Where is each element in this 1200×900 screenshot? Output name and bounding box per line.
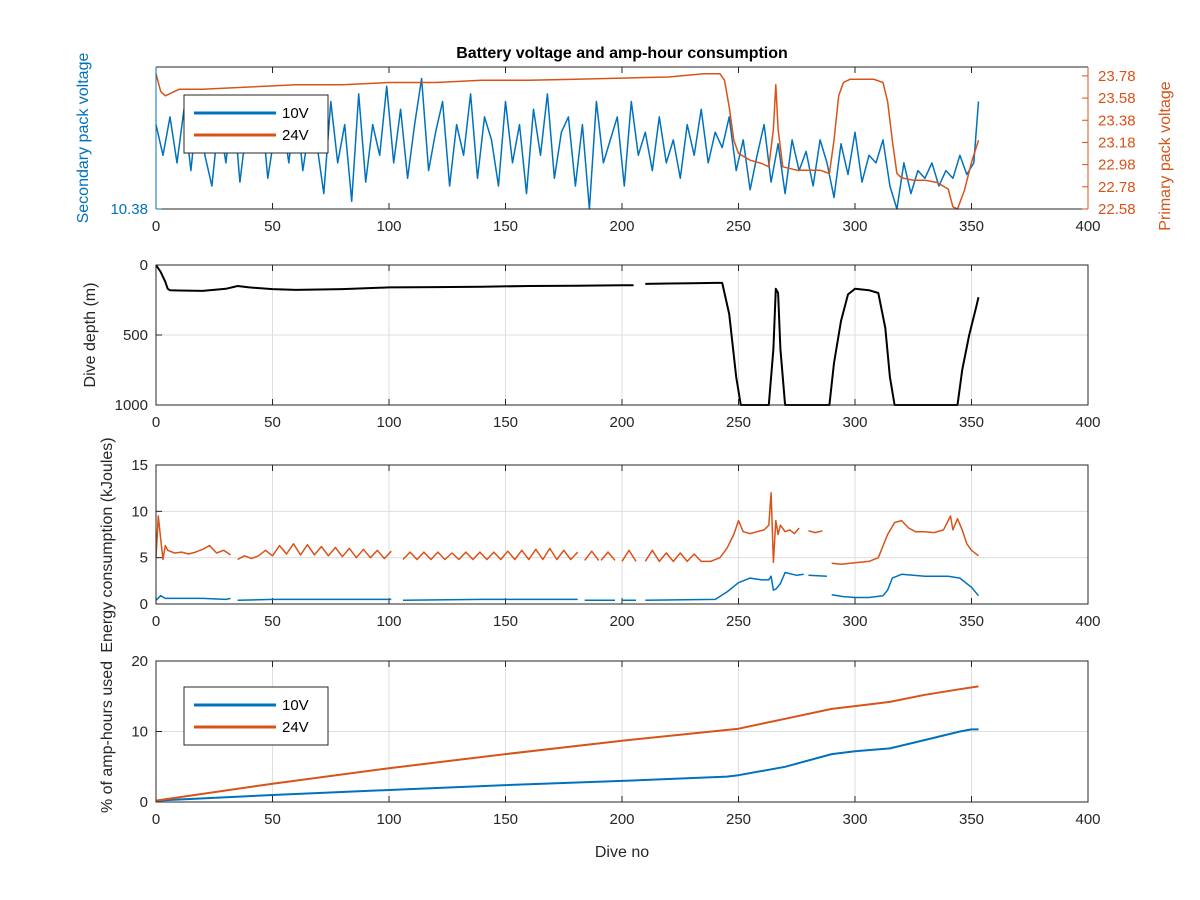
x-tick-label: 250 bbox=[726, 414, 751, 431]
left-y-tick-label: 10.38 bbox=[110, 201, 148, 218]
x-tick-label: 400 bbox=[1075, 811, 1100, 828]
x-tick-label: 50 bbox=[264, 218, 281, 235]
y-tick-label: 10 bbox=[131, 503, 148, 520]
right-y-tick-label: 22.58 bbox=[1098, 201, 1136, 218]
right-y-tick-label: 23.78 bbox=[1098, 68, 1136, 85]
x-tick-label: 200 bbox=[609, 613, 634, 630]
x-tick-label: 100 bbox=[376, 811, 401, 828]
x-tick-label: 150 bbox=[493, 811, 518, 828]
x-tick-label: 400 bbox=[1075, 613, 1100, 630]
series-line-energy-10v bbox=[155, 571, 980, 602]
x-tick-label: 350 bbox=[959, 811, 984, 828]
axes-frame bbox=[155, 660, 1089, 803]
x-tick-label: 150 bbox=[493, 218, 518, 235]
x-tick-label: 100 bbox=[376, 414, 401, 431]
legend-box bbox=[183, 686, 329, 746]
x-tick-label: 100 bbox=[376, 613, 401, 630]
series-line-ah-24v bbox=[155, 685, 979, 802]
right-y-tick-label: 23.58 bbox=[1098, 90, 1136, 107]
legend-box bbox=[183, 94, 329, 154]
series-line-ah-10v bbox=[155, 728, 979, 802]
x-tick-label: 200 bbox=[609, 811, 634, 828]
x-tick-label: 400 bbox=[1075, 218, 1100, 235]
x-tick-label: 0 bbox=[152, 218, 160, 235]
energy-axes: 0 50 100 150 200 250 300 350 400 0 5 10 15 Energy con… bbox=[99, 437, 1101, 652]
x-tick-label: 400 bbox=[1075, 414, 1100, 431]
right-y-tick-label: 23.38 bbox=[1098, 112, 1136, 129]
y-axis-label: % of amp-hours used bbox=[99, 661, 116, 813]
y-axis-label: Energy consumption (kJoules) bbox=[99, 437, 116, 652]
x-tick-label: 350 bbox=[959, 414, 984, 431]
legend-entry-10v: 10V bbox=[282, 105, 309, 122]
series-line-energy-24v bbox=[155, 492, 979, 565]
x-tick-label: 0 bbox=[152, 811, 160, 828]
x-tick-label: 300 bbox=[842, 613, 867, 630]
y-tick-label: 0 bbox=[140, 596, 148, 613]
x-tick-label: 250 bbox=[726, 218, 751, 235]
x-tick-label: 150 bbox=[493, 414, 518, 431]
x-tick-label: 300 bbox=[842, 414, 867, 431]
series-line-24v bbox=[155, 72, 980, 210]
y-axis-label: Dive depth (m) bbox=[82, 283, 99, 388]
amp-hours-axes: 0 50 100 150 200 250 300 350 400 0 10 20 % of amp-ho… bbox=[99, 653, 1101, 861]
y-tick-label: 10 bbox=[131, 724, 148, 741]
axes-frame bbox=[155, 264, 1089, 406]
y-tick-label: 500 bbox=[123, 327, 148, 344]
x-tick-label: 50 bbox=[264, 414, 281, 431]
y-tick-label: 20 bbox=[131, 653, 148, 670]
legend-entry-24v: 24V bbox=[282, 127, 309, 144]
x-tick-label: 300 bbox=[842, 218, 867, 235]
legend-entry-24v: 24V bbox=[282, 719, 309, 736]
right-y-tick-label: 22.78 bbox=[1098, 179, 1136, 196]
x-tick-label: 50 bbox=[264, 613, 281, 630]
x-tick-label: 250 bbox=[726, 811, 751, 828]
right-y-tick-label: 23.18 bbox=[1098, 134, 1136, 151]
x-tick-label: 100 bbox=[376, 218, 401, 235]
x-tick-label: 300 bbox=[842, 811, 867, 828]
x-tick-label: 50 bbox=[264, 811, 281, 828]
x-tick-label: 250 bbox=[726, 613, 751, 630]
y-tick-label: 1000 bbox=[115, 397, 148, 414]
axes-frame bbox=[155, 464, 1089, 605]
x-tick-label: 200 bbox=[609, 414, 634, 431]
voltage-axes: 0 50 100 150 200 250 300 350 400 10.38 22.58 22.78 2… bbox=[75, 53, 1174, 235]
x-tick-label: 0 bbox=[152, 613, 160, 630]
y-tick-label: 0 bbox=[140, 794, 148, 811]
right-y-tick-label: 22.98 bbox=[1098, 157, 1136, 174]
x-tick-label: 200 bbox=[609, 218, 634, 235]
depth-axes: 0 50 100 150 200 250 300 350 400 0 500 1000 Dive dep… bbox=[82, 257, 1101, 431]
x-tick-label: 150 bbox=[493, 613, 518, 630]
right-y-axis-label: Primary pack voltage bbox=[1157, 81, 1174, 230]
y-tick-label: 15 bbox=[131, 457, 148, 474]
y-tick-label: 5 bbox=[140, 550, 148, 567]
y-tick-label: 0 bbox=[140, 257, 148, 274]
legend-entry-10v: 10V bbox=[282, 697, 309, 714]
x-tick-label: 350 bbox=[959, 218, 984, 235]
x-tick-label: 350 bbox=[959, 613, 984, 630]
x-axis-label: Dive no bbox=[595, 844, 649, 861]
x-tick-label: 0 bbox=[152, 414, 160, 431]
left-y-axis-label: Secondary pack voltage bbox=[75, 53, 92, 224]
chart-title: Battery voltage and amp-hour consumption bbox=[456, 45, 788, 62]
